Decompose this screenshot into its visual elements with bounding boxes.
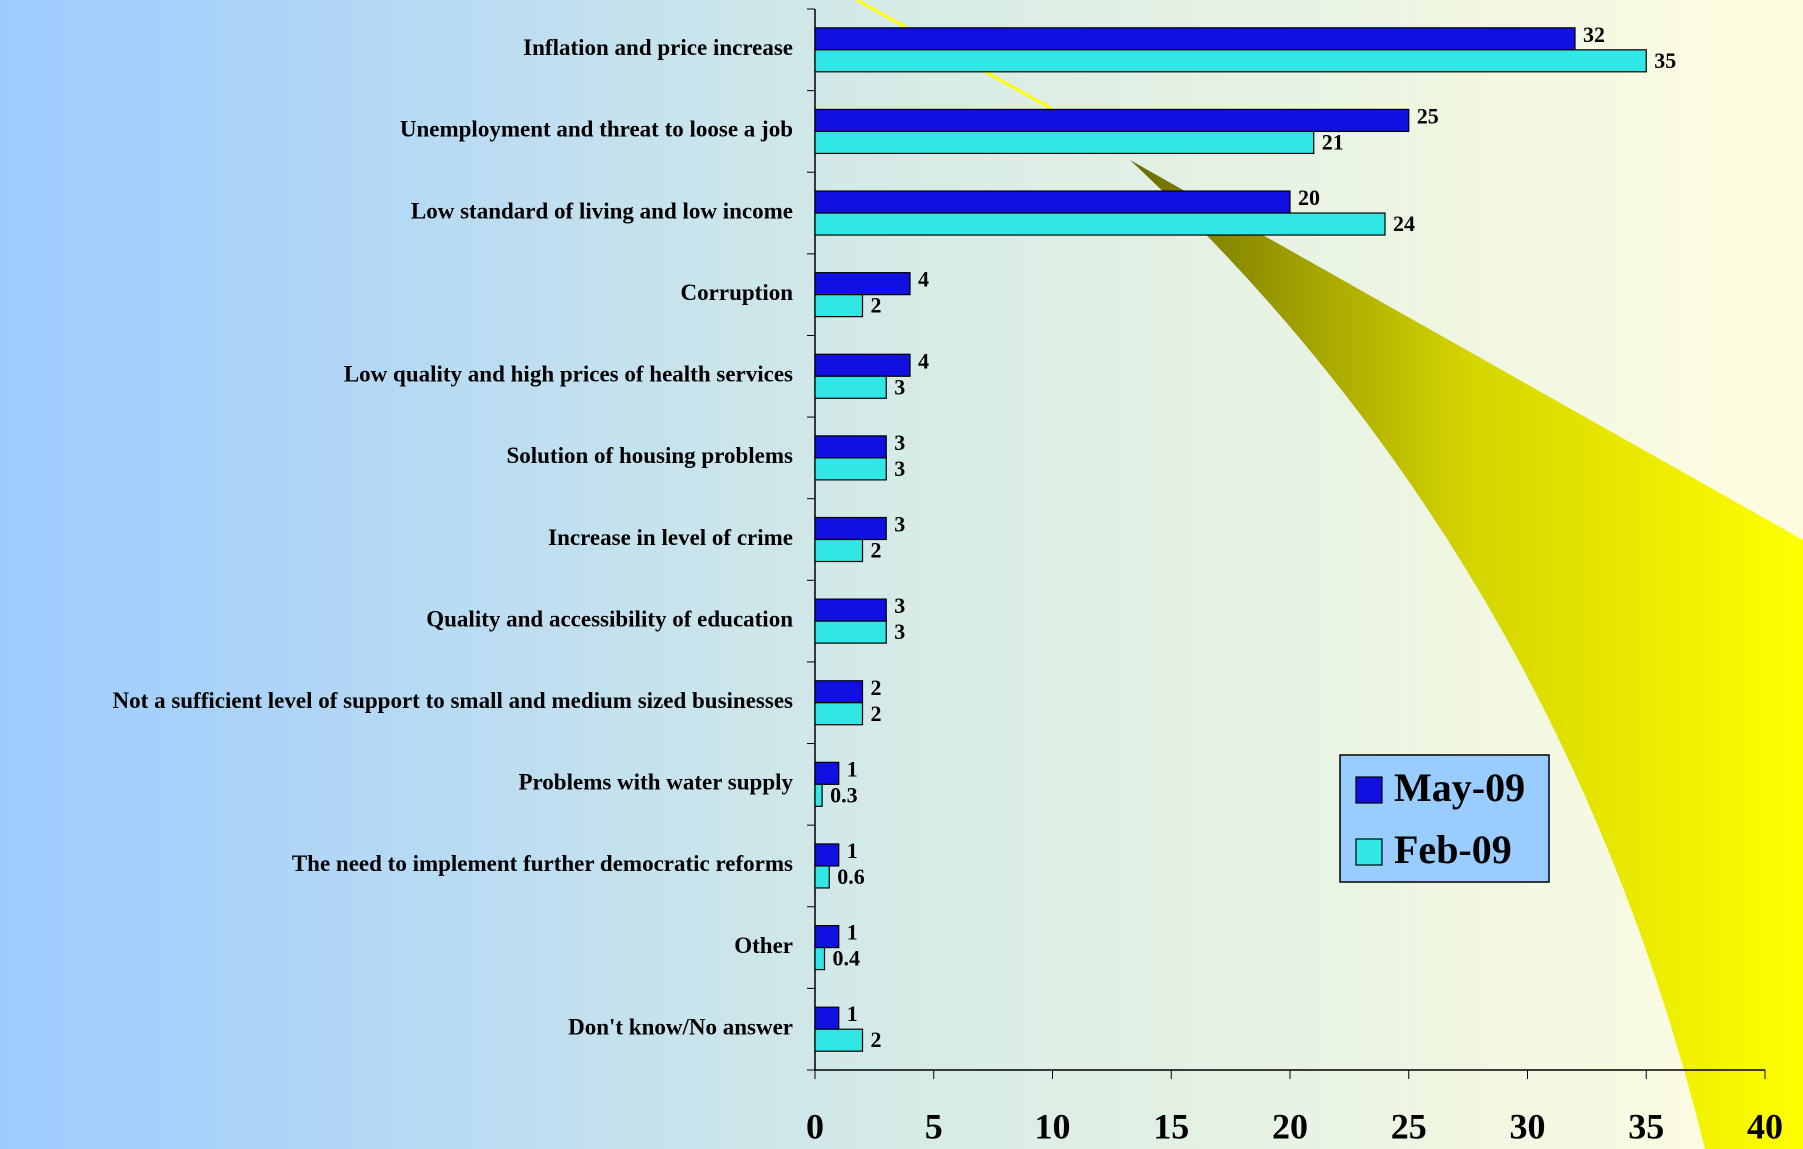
value-label: 3 (894, 512, 905, 537)
category-label: Problems with water supply (518, 770, 793, 795)
value-label: 2 (871, 675, 882, 700)
value-label: 20 (1298, 185, 1320, 210)
bar (815, 540, 863, 562)
bar (815, 191, 1290, 213)
value-label: 0.4 (833, 946, 861, 971)
bar (815, 703, 863, 725)
legend-swatch (1356, 839, 1382, 865)
value-label: 2 (871, 701, 882, 726)
bar (815, 376, 886, 398)
value-label: 1 (847, 838, 858, 863)
category-label: Increase in level of crime (548, 525, 793, 550)
value-label: 3 (894, 456, 905, 481)
category-label: Other (734, 933, 793, 958)
value-label: 3 (894, 430, 905, 455)
x-tick-label: 30 (1510, 1106, 1546, 1146)
category-label: Not a sufficient level of support to sma… (113, 688, 793, 713)
bar (815, 599, 886, 621)
value-label: 4 (918, 267, 929, 292)
value-label: 32 (1583, 22, 1605, 47)
bar (815, 681, 863, 703)
category-label: Inflation and price increase (523, 35, 793, 60)
category-label: Low quality and high prices of health se… (344, 362, 793, 387)
x-tick-label: 5 (925, 1106, 943, 1146)
bar (815, 458, 886, 480)
category-label: Unemployment and threat to loose a job (400, 117, 793, 142)
value-label: 3 (894, 593, 905, 618)
bar (815, 784, 822, 806)
value-label: 1 (847, 920, 858, 945)
bar (815, 295, 863, 317)
bar (815, 213, 1385, 235)
bar (815, 354, 910, 376)
bar (815, 866, 829, 888)
value-label: 1 (847, 1001, 858, 1026)
value-label: 3 (894, 374, 905, 399)
chart: 0 5 10 15 20 25 30 35 40 Inflation and price incr… (0, 0, 1803, 1149)
category-label: The need to implement further democratic… (292, 851, 793, 876)
category-label: Solution of housing problems (506, 443, 793, 468)
value-label: 25 (1417, 103, 1439, 128)
legend-label: May-09 (1394, 765, 1525, 810)
bar (815, 1007, 839, 1029)
x-tick-label: 15 (1153, 1106, 1189, 1146)
value-label: 21 (1322, 129, 1344, 154)
bar (815, 844, 839, 866)
value-label: 0.6 (837, 864, 865, 889)
bar (815, 436, 886, 458)
x-tick-label: 40 (1747, 1106, 1783, 1146)
value-label: 24 (1393, 211, 1415, 236)
bar (815, 50, 1646, 72)
category-label: Corruption (681, 280, 794, 305)
category-label: Quality and accessibility of education (426, 606, 793, 631)
value-label: 4 (918, 348, 929, 373)
bar (815, 28, 1575, 50)
value-label: 2 (871, 538, 882, 563)
bar (815, 926, 839, 948)
value-label: 0.3 (830, 782, 858, 807)
category-label: Don't know/No answer (568, 1014, 793, 1039)
category-label: Low standard of living and low income (411, 198, 793, 223)
bar (815, 109, 1409, 131)
bar (815, 131, 1314, 153)
value-label: 35 (1654, 48, 1676, 73)
bar (815, 518, 886, 540)
value-label: 2 (871, 293, 882, 318)
bar (815, 948, 825, 970)
value-label: 2 (871, 1027, 882, 1052)
value-label: 3 (894, 619, 905, 644)
bar (815, 273, 910, 295)
x-tick-label: 10 (1035, 1106, 1071, 1146)
x-tick-label: 20 (1272, 1106, 1308, 1146)
legend-label: Feb-09 (1394, 827, 1512, 872)
x-tick-label: 25 (1391, 1106, 1427, 1146)
bar (815, 1029, 863, 1051)
bar (815, 762, 839, 784)
x-tick-label: 0 (806, 1106, 824, 1146)
x-tick-label: 35 (1628, 1106, 1664, 1146)
bar (815, 621, 886, 643)
value-label: 1 (847, 756, 858, 781)
legend-swatch (1356, 777, 1382, 803)
